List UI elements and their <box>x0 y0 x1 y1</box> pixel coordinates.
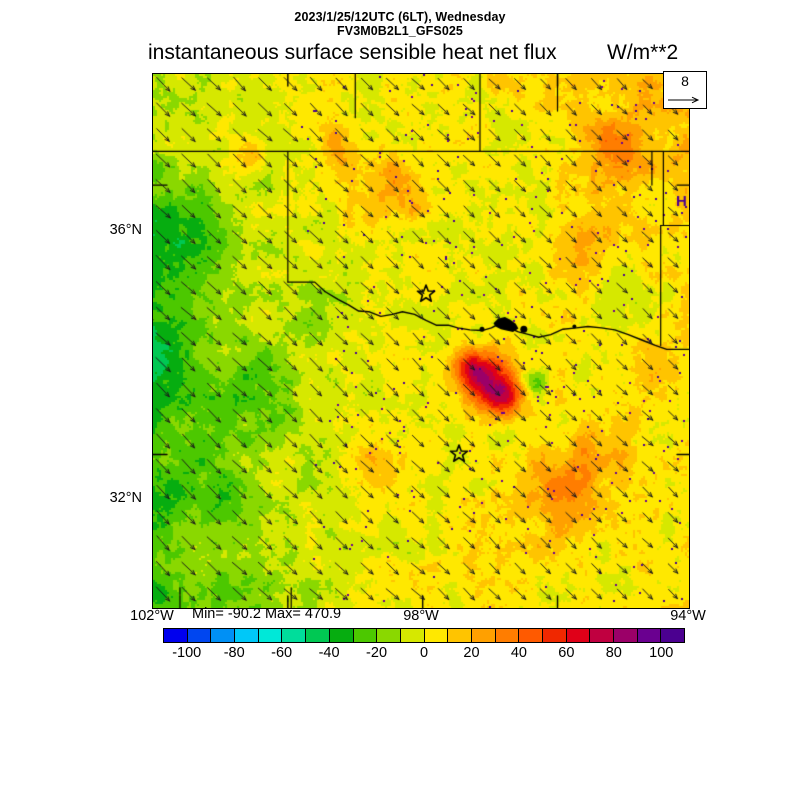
map-plot-area[interactable] <box>152 73 690 609</box>
colorbar-band-2[interactable] <box>211 629 236 642</box>
colorbar-band-0[interactable] <box>164 629 188 642</box>
colorbar-band-17[interactable] <box>566 629 591 642</box>
colorbar-tick-100: 100 <box>649 645 674 661</box>
lat-tick-label-36: 36°N <box>109 222 142 238</box>
subtitle-datetime: 2023/1/25/12UTC (6LT), Wednesday <box>294 10 506 24</box>
main-title-row: instantaneous surface sensible heat net … <box>0 40 800 66</box>
title-block: 2023/1/25/12UTC (6LT), Wednesday FV3M0B2… <box>0 10 800 38</box>
map-overlay-canvas <box>153 74 689 608</box>
colorbar-band-12[interactable] <box>448 629 472 642</box>
colorbar-band-13[interactable] <box>471 629 496 642</box>
colorbar-tick-0: 0 <box>419 645 429 661</box>
colorbar-band-9[interactable] <box>377 629 401 642</box>
colorbar-tick--20: -20 <box>366 645 388 661</box>
colorbar-tick--60: -60 <box>271 645 293 661</box>
colorbar-band-5[interactable] <box>282 629 307 642</box>
colorbar-band-15[interactable] <box>519 629 543 642</box>
colorbar-band-16[interactable] <box>543 629 567 642</box>
page-title: instantaneous surface sensible heat net … <box>148 41 557 64</box>
lat-tick-label-32: 32°N <box>109 490 142 506</box>
units-label: W/m**2 <box>607 41 679 64</box>
colorbar-band-20[interactable] <box>637 629 662 642</box>
min-max-statistics: Min= -90.2 Max= 470.9 <box>192 606 342 622</box>
lon-tick-label-94: 94°W <box>670 608 706 624</box>
colorbar-band-14[interactable] <box>495 629 520 642</box>
right-arrow-icon <box>668 96 700 104</box>
colorbar-band-18[interactable] <box>590 629 615 642</box>
subtitle-model-name: FV3M0B2L1_GFS025 <box>337 24 463 38</box>
colorbar-band-3[interactable] <box>235 629 259 642</box>
colorbar-tick-40: 40 <box>510 645 527 661</box>
lon-tick-label-102: 102°W <box>130 608 174 624</box>
colorbar-band-21[interactable] <box>661 629 685 642</box>
colorbar-tick-80: 80 <box>605 645 622 661</box>
colorbar-tick--80: -80 <box>223 645 245 661</box>
colorbar-band-4[interactable] <box>258 629 283 642</box>
colorbar-band-1[interactable] <box>187 629 212 642</box>
colorbar-band-6[interactable] <box>306 629 330 642</box>
colorbar-tick-20: 20 <box>463 645 480 661</box>
colorbar-tick--40: -40 <box>318 645 340 661</box>
wind-legend-value: 8 <box>681 73 689 89</box>
colorbar[interactable] <box>163 628 685 643</box>
colorbar-tick-60: 60 <box>558 645 575 661</box>
colorbar-tick--100: -100 <box>172 645 202 661</box>
lon-tick-label-98: 98°W <box>403 608 439 624</box>
colorbar-band-7[interactable] <box>329 629 354 642</box>
colorbar-band-11[interactable] <box>424 629 449 642</box>
colorbar-band-19[interactable] <box>614 629 638 642</box>
colorbar-band-8[interactable] <box>353 629 378 642</box>
colorbar-band-10[interactable] <box>400 629 425 642</box>
wind-vector-legend: 8 <box>663 71 707 109</box>
